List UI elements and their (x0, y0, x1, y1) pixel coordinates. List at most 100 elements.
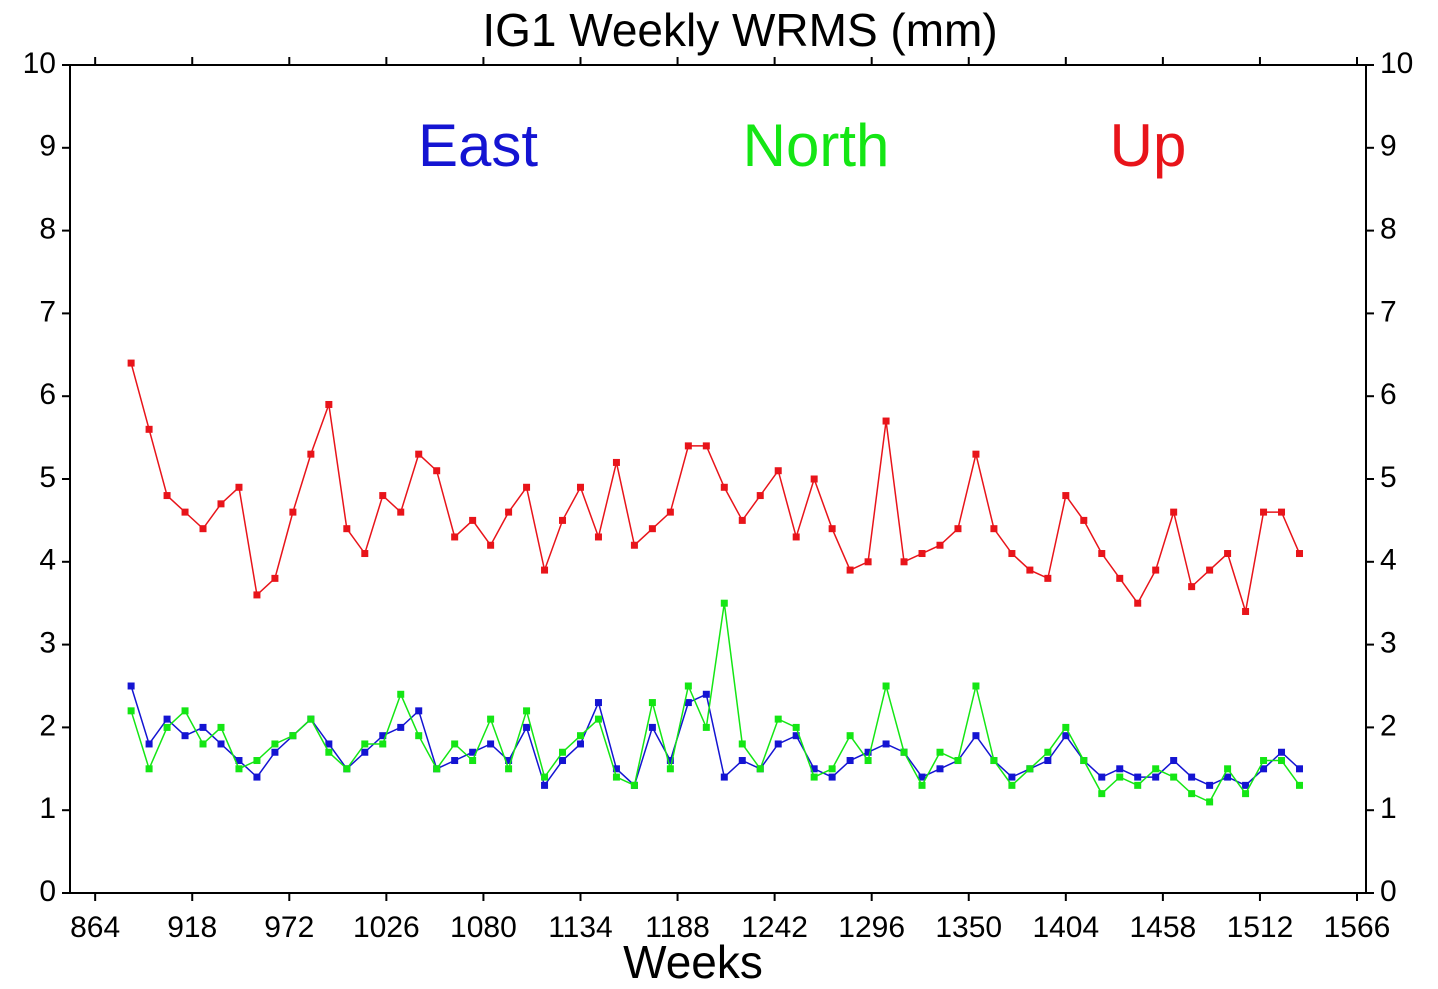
y-tick-label: 9 (39, 130, 56, 163)
data-point (1170, 773, 1178, 781)
data-point (738, 740, 746, 748)
data-point (972, 450, 980, 458)
data-point (612, 773, 620, 781)
data-point (864, 558, 872, 566)
data-point (433, 765, 441, 773)
data-point (846, 566, 854, 574)
y-tick-label-right: 2 (1380, 709, 1397, 742)
data-point (181, 732, 189, 740)
data-point (1295, 550, 1303, 558)
data-point (954, 757, 962, 765)
data-point (576, 483, 584, 491)
data-point (271, 574, 279, 582)
data-point (469, 516, 477, 524)
data-point (1206, 781, 1214, 789)
y-tick-label-right: 1 (1380, 792, 1397, 825)
data-point (1278, 748, 1286, 756)
data-point (918, 773, 926, 781)
data-point (1134, 773, 1142, 781)
data-point (612, 458, 620, 466)
data-point (1062, 492, 1070, 500)
data-point (1044, 748, 1052, 756)
data-point (1152, 773, 1160, 781)
data-point (936, 765, 944, 773)
data-point (217, 500, 225, 508)
data-point (702, 442, 710, 450)
data-point (774, 715, 782, 723)
data-point (1295, 765, 1303, 773)
data-point (559, 748, 567, 756)
data-point (1295, 781, 1303, 789)
data-point (163, 723, 171, 731)
data-point (523, 723, 531, 731)
data-point (451, 757, 459, 765)
data-point (1206, 798, 1214, 806)
x-tick-label: 1134 (548, 911, 613, 944)
data-point (738, 516, 746, 524)
data-point (1026, 566, 1034, 574)
data-point (199, 740, 207, 748)
x-tick-label: 1512 (1227, 911, 1294, 944)
data-point (648, 699, 656, 707)
data-point (379, 732, 387, 740)
data-point (630, 781, 638, 789)
data-point (1260, 757, 1268, 765)
y-tick-label-right: 3 (1380, 627, 1397, 660)
data-point (361, 748, 369, 756)
data-point (325, 748, 333, 756)
legend-label: North (743, 112, 890, 179)
data-point (810, 765, 818, 773)
data-point (648, 525, 656, 533)
data-point (1116, 574, 1124, 582)
data-point (666, 508, 674, 516)
data-point (756, 765, 764, 773)
data-point (145, 425, 153, 433)
data-point (1260, 508, 1268, 516)
y-tick-label: 0 (39, 875, 56, 908)
data-point (289, 732, 297, 740)
data-point (127, 707, 135, 715)
plot-frame (69, 64, 1367, 894)
data-point (648, 723, 656, 731)
data-point (864, 748, 872, 756)
data-point (217, 723, 225, 731)
data-point (181, 508, 189, 516)
data-point (792, 723, 800, 731)
data-point (828, 773, 836, 781)
data-point (145, 740, 153, 748)
y-tick-label-right: 9 (1380, 130, 1397, 163)
data-point (1008, 773, 1016, 781)
data-point (271, 748, 279, 756)
data-point (1008, 781, 1016, 789)
x-tick-label: 1242 (741, 911, 808, 944)
data-point (1026, 765, 1034, 773)
y-tick-label-right: 4 (1380, 544, 1397, 577)
data-point (1188, 790, 1196, 798)
y-tick-label: 1 (39, 792, 56, 825)
data-point (936, 541, 944, 549)
x-tick-label: 1350 (935, 911, 1002, 944)
legend-label: East (418, 112, 538, 179)
data-point (361, 550, 369, 558)
data-point (846, 757, 854, 765)
data-point (1170, 757, 1178, 765)
data-point (325, 740, 333, 748)
data-point (1242, 607, 1250, 615)
data-point (505, 508, 513, 516)
y-tick-label-right: 7 (1380, 295, 1397, 328)
data-point (846, 732, 854, 740)
y-tick-label: 6 (39, 378, 56, 411)
data-point (1134, 781, 1142, 789)
data-point (1278, 508, 1286, 516)
data-point (523, 707, 531, 715)
data-point (487, 541, 495, 549)
data-point (1080, 516, 1088, 524)
data-point (936, 748, 944, 756)
data-point (253, 773, 261, 781)
data-point (433, 467, 441, 475)
data-point (1044, 574, 1052, 582)
data-point (1080, 757, 1088, 765)
data-point (181, 707, 189, 715)
data-point (918, 550, 926, 558)
data-point (720, 773, 728, 781)
